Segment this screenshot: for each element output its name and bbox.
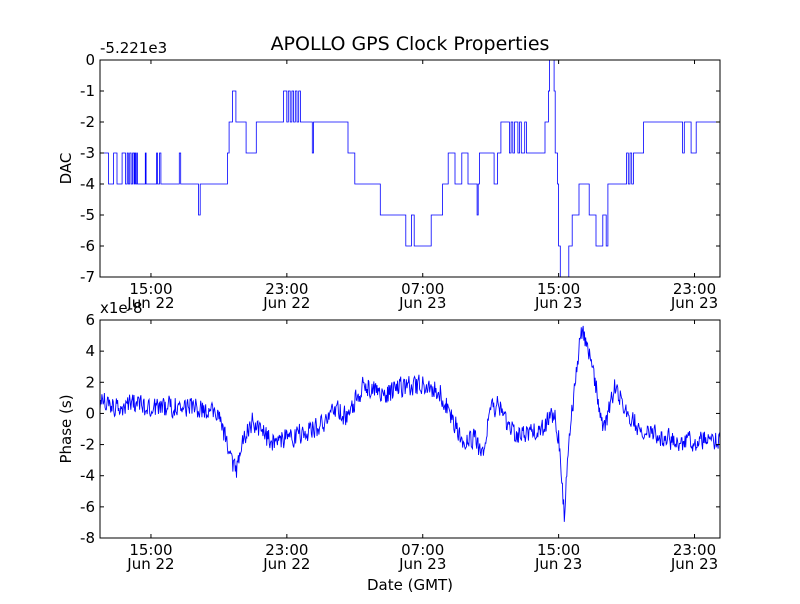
x-tick-date-label: Jun 22 [262, 555, 310, 573]
x-tick-date-label: Jun 22 [126, 555, 174, 573]
y-axis-label: DAC [57, 153, 75, 185]
plot-frame [99, 319, 721, 539]
x-tick-date-label: Jun 23 [670, 555, 718, 573]
series-line-dac [101, 60, 720, 277]
x-tick-label: 23:00 [673, 280, 716, 298]
x-tick-label: 23:00 [673, 541, 716, 559]
y-tick-label: -8 [80, 529, 95, 547]
series-line-phase [100, 325, 720, 522]
x-tick-date-label: Jun 23 [670, 294, 718, 312]
x-axis-label: Date (GMT) [367, 576, 453, 594]
chart-title: APOLLO GPS Clock Properties [271, 33, 550, 55]
x-tick-label: 07:00 [401, 280, 444, 298]
x-tick-label: 15:00 [537, 541, 580, 559]
x-tick-date-label: Jun 23 [534, 294, 582, 312]
y-tick-label: -1 [80, 82, 95, 100]
x-tick-label: 15:00 [129, 280, 172, 298]
x-tick-label: 23:00 [265, 541, 308, 559]
y-tick-label: 0 [85, 51, 95, 69]
y-tick-label: 2 [85, 373, 95, 391]
axis-offset-label: x1e-8 [100, 299, 143, 317]
y-tick-label: 6 [85, 311, 95, 329]
x-tick-date-label: Jun 23 [534, 555, 582, 573]
y-tick-label: -2 [80, 113, 95, 131]
y-axis-label: Phase (s) [57, 394, 75, 463]
x-tick-label: 15:00 [129, 541, 172, 559]
x-tick-date-label: Jun 22 [126, 294, 174, 312]
x-tick-label: 23:00 [265, 280, 308, 298]
y-tick-label: 0 [85, 404, 95, 422]
y-tick-label: -4 [80, 467, 95, 485]
x-tick-date-label: Jun 22 [262, 294, 310, 312]
y-tick-label: 4 [85, 342, 95, 360]
x-tick-label: 15:00 [537, 280, 580, 298]
y-tick-label: -5 [80, 206, 95, 224]
y-tick-label: -3 [80, 144, 95, 162]
y-tick-label: -7 [80, 268, 95, 286]
axis-offset-label: -5.221e3 [100, 39, 167, 57]
plot-frame [99, 59, 721, 278]
y-tick-label: -4 [80, 175, 95, 193]
y-tick-label: -6 [80, 498, 95, 516]
x-tick-date-label: Jun 23 [398, 555, 446, 573]
x-tick-label: 07:00 [401, 541, 444, 559]
y-tick-label: -6 [80, 237, 95, 255]
y-tick-label: -2 [80, 436, 95, 454]
x-tick-date-label: Jun 23 [398, 294, 446, 312]
